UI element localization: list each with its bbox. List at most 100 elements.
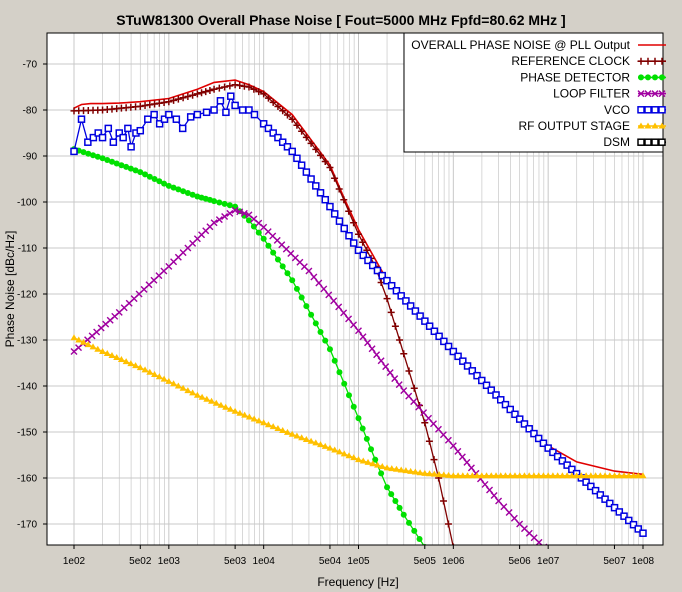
plus-marker [146,101,154,109]
circle-marker [255,229,262,236]
triangle-marker [146,368,154,375]
triangle-marker [478,472,486,479]
square-marker [345,231,353,240]
square-marker [383,276,391,285]
square-marker [136,126,145,135]
square-marker [634,525,643,533]
triangle-marker [426,470,434,477]
plus-marker [405,367,413,375]
square-marker [587,482,595,491]
x-marker [637,90,645,98]
x-axis-label: Frequency [Hz] [317,575,398,589]
square-marker [70,147,78,156]
triangle-marker [345,452,353,459]
square-marker [340,224,348,233]
series-vco [70,92,647,537]
triangle-marker [402,467,410,474]
plus-marker [345,207,353,215]
triangle-marker [350,454,358,461]
triangle-marker [312,439,320,446]
square-marker [387,281,396,290]
square-marker [98,133,107,142]
circle-marker [180,188,187,195]
square-marker [492,391,500,399]
square-marker [506,405,514,414]
plus-marker [245,83,253,91]
circle-marker [165,182,172,189]
circle-marker [372,456,379,463]
triangle-marker [212,399,220,406]
circle-marker [104,157,111,164]
plus-marker [350,219,358,227]
circle-marker [90,152,97,159]
plus-marker [355,230,362,238]
plus-marker [359,238,367,246]
square-marker [501,400,510,409]
circle-marker [80,149,87,156]
circle-marker [400,511,407,518]
plus-marker [141,102,149,110]
plus-marker [391,322,399,330]
x-marker [368,345,376,353]
x-marker [364,339,372,347]
square-marker [302,168,311,176]
plus-marker [410,384,418,392]
plus-marker [444,520,452,528]
triangle-marker [94,345,102,352]
legend-label: OVERALL PHASE NOISE @ PLL Output [411,38,630,52]
circle-marker [94,153,101,160]
square-marker [77,115,86,123]
x-marker [226,209,234,217]
circle-marker [146,173,153,180]
series-loop-filter [70,206,548,545]
plus-marker [430,456,438,464]
triangle-marker [340,450,348,457]
triangle-marker [132,362,140,369]
square-marker [637,106,645,114]
triangle-marker [364,458,372,465]
triangle-marker [587,472,595,479]
circle-marker [265,242,272,249]
x-marker [463,458,471,466]
square-marker [178,124,187,133]
circle-marker [331,357,338,364]
square-marker [330,210,339,218]
circle-marker [118,162,125,169]
plus-marker [269,98,277,106]
square-marker [553,452,562,461]
plus-marker [226,82,234,90]
x-marker [355,327,362,335]
x-marker [467,464,475,472]
plus-marker [174,95,182,103]
plus-marker [644,57,652,65]
x-marker [325,291,333,299]
square-marker [150,110,158,119]
square-marker [274,133,282,142]
plus-marker [298,127,306,135]
triangle-marker [117,356,125,363]
triangle-marker [108,352,116,359]
triangle-marker [179,384,187,391]
circle-marker [132,167,139,174]
square-marker [222,108,230,117]
square-marker [658,138,666,146]
square-marker [425,322,434,330]
square-marker [482,381,491,390]
triangle-marker [544,472,552,479]
y-tick-label: -160 [17,474,37,485]
x-marker [395,381,403,389]
square-marker [478,376,486,385]
x-marker [373,351,381,359]
square-marker [473,371,481,380]
square-marker [245,106,253,114]
square-marker [596,491,605,499]
circle-marker [156,178,163,185]
y-tick-label: -120 [17,290,37,301]
circle-marker [85,150,92,157]
triangle-marker [241,411,249,418]
triangle-marker [155,373,163,380]
triangle-marker [374,461,382,468]
x-marker [359,333,367,341]
triangle-marker [103,350,111,357]
